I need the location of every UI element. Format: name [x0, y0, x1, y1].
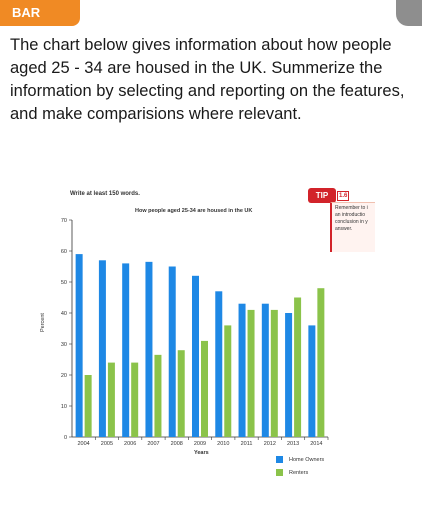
x-tick-label: 2009 [194, 441, 206, 447]
x-tick-label: 2007 [147, 441, 159, 447]
bar-renters [131, 362, 139, 437]
x-tick-label: 2004 [78, 441, 90, 447]
bar-home-owners [145, 261, 153, 437]
bar-renters [294, 297, 302, 437]
bar-home-owners [215, 291, 223, 437]
legend-swatch-home-owners [276, 456, 283, 463]
y-tick-label: 10 [61, 404, 67, 410]
bar-renters [224, 325, 232, 437]
chart-legend: Home Owners Renters [276, 456, 324, 482]
y-tick-label: 30 [61, 342, 67, 348]
bar-home-owners [261, 303, 269, 437]
bar-home-owners [192, 275, 199, 437]
y-tick-label: 40 [61, 311, 67, 317]
tip-box: Remember to i an introductio conclusion … [330, 202, 375, 252]
word-count-instruction: Write at least 150 words. [70, 191, 140, 197]
bar-renters [317, 288, 325, 437]
legend-swatch-renters [276, 469, 283, 476]
x-tick-label: 2010 [217, 441, 229, 447]
legend-item-renters: Renters [276, 469, 324, 476]
tip-number: 1.6 [337, 191, 350, 201]
bar-category-badge: BAR [0, 0, 80, 26]
tip-badge: TIP [308, 188, 336, 203]
legend-label-home-owners: Home Owners [289, 456, 325, 463]
y-tick-label: 20 [61, 373, 67, 379]
bar-renters [201, 340, 208, 437]
x-tick-label: 2006 [124, 441, 136, 447]
x-tick-label: 2014 [310, 441, 322, 447]
bar-renters [84, 375, 92, 437]
bar-home-owners [308, 325, 316, 437]
bar-home-owners [75, 254, 83, 437]
y-tick-label: 50 [61, 280, 67, 286]
x-tick-label: 2005 [101, 441, 113, 447]
bar-renters [107, 362, 115, 437]
y-tick-label: 60 [61, 249, 67, 255]
bar-home-owners [238, 303, 246, 437]
bar-renters [270, 309, 278, 437]
legend-item-home-owners: Home Owners [276, 456, 324, 463]
corner-tab[interactable] [396, 0, 422, 26]
chart-title: How people aged 25-34 are housed in the … [135, 208, 253, 214]
bar-home-owners [285, 313, 293, 437]
x-tick-label: 2013 [287, 441, 299, 447]
y-tick-label: 70 [61, 218, 67, 224]
x-axis-label: Years [194, 450, 209, 456]
bar-home-owners [98, 260, 106, 437]
bar-home-owners [122, 263, 130, 437]
x-tick-label: 2008 [171, 441, 183, 447]
bar-renters [177, 350, 185, 437]
bar-home-owners [168, 266, 176, 437]
x-tick-label: 2011 [241, 441, 253, 447]
bar-renters [247, 309, 255, 437]
legend-label-renters: Renters [289, 469, 309, 476]
bar-renters [154, 354, 162, 437]
task-prompt: The chart below gives information about … [10, 36, 405, 123]
y-tick-label: 0 [64, 435, 67, 441]
x-tick-label: 2012 [264, 441, 276, 447]
